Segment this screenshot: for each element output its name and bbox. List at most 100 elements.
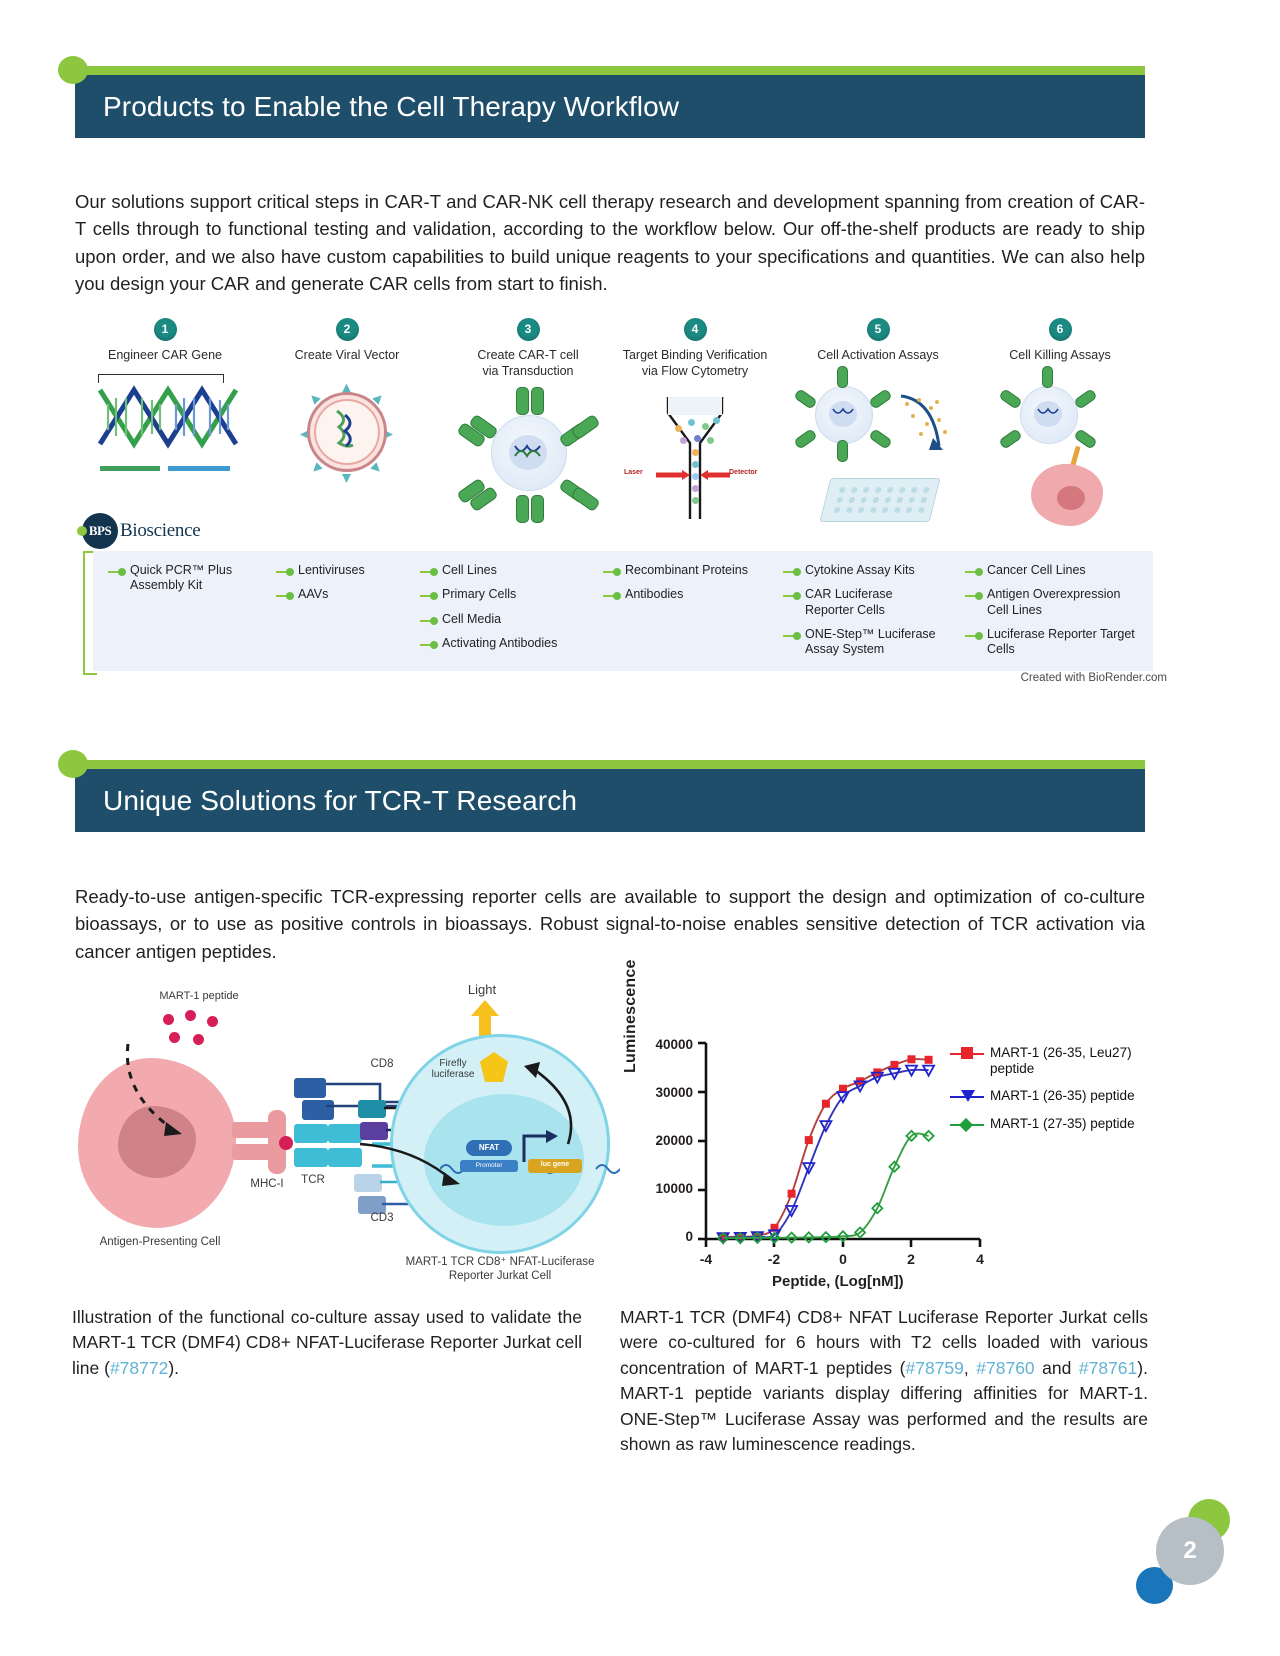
page-number: 2 <box>1156 1517 1224 1585</box>
tcr-label: TCR <box>301 1174 325 1186</box>
peptide-dose-response-chart: Luminescence 40000 30000 20000 10000 0 -… <box>620 959 1160 1290</box>
light-arrow-icon <box>471 1000 499 1046</box>
product-panel-bracket <box>83 551 97 675</box>
intro-paragraph-tcr: Ready-to-use antigen-specific TCR-expres… <box>75 886 1145 962</box>
product-item: Quick PCR™ Plus Assembly Kit <box>108 563 258 594</box>
caption-text-part1: MART-1 TCR (DMF4) CD8+ NFAT Luciferase R… <box>620 1307 1148 1378</box>
apc-nucleus <box>118 1106 196 1178</box>
product-column-2: Lentiviruses AAVs <box>276 563 416 612</box>
product-label: Recombinant Proteins <box>625 563 748 577</box>
y-tick-label: 10000 <box>655 1181 693 1196</box>
cd8-label: CD8 <box>370 1058 394 1070</box>
peptide-transport-arrow-icon <box>125 1043 182 1136</box>
apc-caption: Antigen-Presenting Cell <box>99 1236 221 1248</box>
y-tick-label: 40000 <box>655 1037 693 1052</box>
left-figure-caption: Illustration of the functional co-cultur… <box>72 1305 582 1381</box>
product-label: Antigen Overexpression Cell Lines <box>987 587 1121 617</box>
catalog-link[interactable]: #78759 <box>905 1357 964 1378</box>
step-label-4-line1: Target Binding Verification <box>622 348 768 362</box>
step-number-badge-1: 1 <box>153 318 177 341</box>
product-item: ONE-Step™ Luciferase Assay System <box>783 627 943 658</box>
cd3-chain-3 <box>354 1174 382 1192</box>
product-column-4: Recombinant Proteins Antibodies <box>603 563 773 612</box>
banner-green-dot <box>58 750 88 778</box>
product-item: Cytokine Assay Kits <box>783 563 943 578</box>
dna-helix-icon <box>80 370 250 545</box>
product-label: CAR Luciferase Reporter Cells <box>805 587 893 617</box>
product-item: Primary Cells <box>420 587 580 602</box>
flow-cytometer-icon: Laser Detector <box>610 385 780 560</box>
x-tick-label: -4 <box>699 1251 713 1267</box>
logo-badge: BPS <box>82 513 118 549</box>
product-item: Cell Media <box>420 612 580 627</box>
logo-wordmark: Bioscience <box>120 520 201 541</box>
y-tick-label: 0 <box>685 1229 693 1244</box>
step-label-3-line1: Create CAR-T cell <box>477 348 579 362</box>
peptide-dot <box>163 1014 174 1025</box>
step-label-4-line2: via Flow Cytometry <box>641 363 749 378</box>
reporter-caption-line2: Reporter Jurkat Cell <box>448 1269 552 1282</box>
logo-green-dot <box>77 526 87 536</box>
legend-label-line1: MART-1 (26-35, Leu27) <box>990 1045 1132 1060</box>
product-label: Cancer Cell Lines <box>987 563 1086 577</box>
banner-green-rule <box>58 750 1145 778</box>
workflow-step-2: 2 Create Viral Vector <box>262 318 432 545</box>
reporter-caption-line1: MART-1 TCR CD8⁺ NFAT-Luciferase <box>405 1256 595 1268</box>
legend-label: MART-1 (27-35) peptide <box>990 1115 1135 1131</box>
workflow-step-6: 6 Cell Killing Assays <box>975 318 1145 545</box>
step-label-3: Create CAR-T cell via Transduction <box>443 348 613 379</box>
caption-text-part2: ). MART-1 peptide variants display diffe… <box>620 1357 1148 1454</box>
tcr-chain-1b <box>328 1124 362 1143</box>
microplate-assay-icon <box>793 365 963 545</box>
expression-arrow-icon <box>524 1062 573 1145</box>
legend-item-series-2: MART-1 (26-35) peptide <box>950 1088 1160 1105</box>
product-label: ONE-Step™ Luciferase Assay System <box>805 626 936 656</box>
right-figure-caption: MART-1 TCR (DMF4) CD8+ NFAT Luciferase R… <box>620 1305 1148 1457</box>
product-label: Lentiviruses <box>298 563 365 577</box>
product-item: Lentiviruses <box>276 563 416 578</box>
firefly-line2: luciferase <box>431 1069 475 1080</box>
step-label-2: Create Viral Vector <box>294 348 400 362</box>
catalog-link[interactable]: #78761 <box>1078 1357 1138 1378</box>
catalog-link[interactable]: #78760 <box>976 1357 1035 1378</box>
legend-triangle-marker-icon <box>950 1089 984 1105</box>
legend-item-series-1: MART-1 (26-35, Leu27) peptide <box>950 1045 1160 1077</box>
legend-label: MART-1 (26-35, Leu27) peptide <box>990 1045 1132 1077</box>
x-tick-label: 4 <box>976 1251 984 1267</box>
product-label: Quick PCR™ Plus Assembly Kit <box>130 563 233 593</box>
mhc-i-label: MHC-I <box>250 1178 284 1190</box>
caption-text-part2: ). <box>168 1357 180 1378</box>
product-item: CAR Luciferase Reporter Cells <box>783 587 943 618</box>
catalog-link[interactable]: #78772 <box>109 1357 169 1378</box>
legend-label-line2: peptide <box>990 1060 1035 1076</box>
workflow-step-1: 1 Engineer CAR Gene <box>80 318 250 545</box>
product-column-1: Quick PCR™ Plus Assembly Kit <box>108 563 258 603</box>
step-label-3-line2: via Transduction <box>482 363 574 378</box>
section-banner-workflow: Products to Enable the Cell Therapy Work… <box>58 56 1145 138</box>
product-item: Activating Antibodies <box>420 636 580 651</box>
product-label: Primary Cells <box>442 587 517 602</box>
y-axis-title: Luminescence <box>622 959 639 1073</box>
product-item: Cancer Cell Lines <box>965 563 1135 578</box>
chart-legend: MART-1 (26-35, Leu27) peptide MART-1 (26… <box>950 1045 1160 1144</box>
product-item: Cell Lines <box>420 563 580 578</box>
workflow-step-5: 5 Cell Activation Assays <box>793 318 963 545</box>
step-label-4: Target Binding Verification via Flow Cyt… <box>610 348 780 379</box>
signal-transduction-arrow-icon <box>359 1142 460 1186</box>
virus-particle-icon <box>262 370 432 545</box>
car-t-cell-icon <box>443 385 613 560</box>
step-number-badge-2: 2 <box>335 318 359 341</box>
banner-green-dot <box>58 56 88 84</box>
cell-therapy-workflow-figure: 1 Engineer CAR Gene <box>77 318 1160 693</box>
banner-green-rule <box>58 56 1145 84</box>
cd8-chain-1 <box>294 1078 326 1098</box>
section-title-tcr: Unique Solutions for TCR-T Research <box>103 784 578 816</box>
biorender-credit: Created with BioRender.com <box>1020 672 1167 684</box>
tcr-coculture-illustration: MART-1 peptide Light Antigen-Presenting … <box>72 982 620 1282</box>
bound-peptide-dot <box>279 1136 293 1150</box>
light-label: Light <box>467 982 497 997</box>
product-label: Cell Media <box>442 611 502 626</box>
peptide-dot <box>185 1010 196 1021</box>
step-number-badge-6: 6 <box>1048 318 1072 341</box>
legend-label: MART-1 (26-35) peptide <box>990 1087 1135 1103</box>
